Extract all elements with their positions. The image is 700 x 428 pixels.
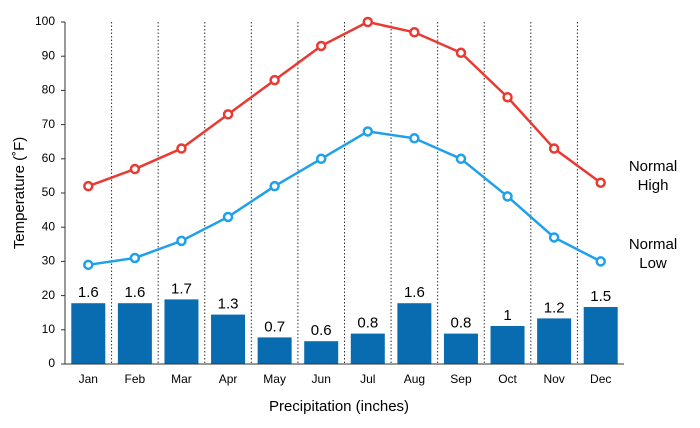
legend-entry: Normal Low: [628, 236, 678, 273]
line-marker: [83, 259, 94, 271]
bar: [304, 341, 339, 364]
x-tick-label: Oct: [498, 372, 517, 386]
bar-value-label: 1.7: [171, 280, 192, 297]
line-marker: [362, 16, 374, 28]
bar-value-label: 1.2: [544, 299, 565, 316]
bar: [443, 333, 478, 364]
line-marker: [502, 191, 513, 202]
bar: [350, 333, 385, 364]
line-marker: [269, 74, 280, 86]
bar-value-label: 0.7: [264, 318, 285, 335]
line-marker: [595, 177, 606, 188]
x-tick-label: Sep: [450, 372, 472, 386]
line: [87, 20, 602, 188]
x-tick-label: Jan: [79, 372, 98, 386]
y-tick-label: 50: [42, 185, 56, 199]
bar: [117, 303, 152, 364]
bar-value-label: 0.6: [311, 322, 332, 339]
x-tick-label: Nov: [543, 372, 564, 386]
line-marker: [409, 133, 420, 144]
line-marker: [455, 47, 467, 59]
line-marker: [176, 235, 187, 247]
y-axis-title: Temperature (˚F): [11, 137, 28, 250]
x-tick-label: Jun: [312, 372, 331, 386]
line: [88, 130, 602, 267]
bar: [397, 303, 432, 364]
bar-value-label: 1.3: [218, 296, 239, 313]
x-tick-label: May: [263, 372, 286, 386]
bar-value-label: 1.6: [124, 284, 145, 301]
line-marker: [595, 256, 606, 267]
line-marker: [502, 91, 513, 103]
line-marker: [455, 153, 467, 165]
bar-value-label: 0.8: [451, 315, 472, 332]
y-tick-label: 60: [42, 151, 56, 165]
line-marker: [129, 252, 141, 264]
legend-entry: Normal High: [628, 157, 678, 194]
line-marker: [222, 211, 234, 223]
bar: [71, 303, 106, 364]
line-marker: [176, 143, 187, 154]
line-marker: [315, 153, 327, 165]
line-marker: [222, 109, 234, 120]
x-axis-title: Precipitation (inches): [269, 398, 409, 415]
bar-value-label: 1.6: [404, 284, 425, 301]
line-marker: [548, 143, 560, 154]
line-marker: [83, 180, 94, 192]
y-tick-label: 20: [42, 288, 56, 302]
y-tick-label: 80: [42, 83, 56, 97]
bar: [257, 337, 292, 364]
bar: [490, 326, 525, 364]
x-tick-label: Jul: [360, 372, 375, 386]
bar: [211, 314, 246, 364]
bar: [537, 318, 572, 364]
bar-value-label: 1.6: [78, 284, 99, 301]
line-marker: [409, 27, 420, 38]
y-tick-label: 0: [48, 356, 55, 370]
line-marker: [315, 40, 327, 52]
y-tick-label: 30: [42, 254, 56, 268]
line-marker: [269, 180, 280, 192]
y-tick-label: 10: [42, 322, 56, 336]
y-tick-label: 40: [42, 219, 56, 233]
x-tick-label: Dec: [590, 372, 611, 386]
x-tick-label: Feb: [125, 372, 146, 386]
bar-value-label: 1: [503, 307, 511, 324]
bar-value-label: 0.8: [357, 315, 378, 332]
bar: [164, 299, 199, 364]
line-marker: [362, 126, 374, 137]
bar: [583, 307, 618, 364]
bar-value-label: 1.5: [590, 288, 611, 305]
x-tick-label: Mar: [171, 372, 192, 386]
y-tick-label: 100: [35, 14, 55, 28]
y-tick-label: 90: [42, 48, 56, 62]
x-tick-label: Apr: [219, 372, 238, 386]
x-tick-label: Aug: [404, 372, 425, 386]
line-marker: [129, 163, 141, 175]
line-marker: [548, 232, 560, 243]
y-tick-label: 70: [42, 117, 56, 131]
